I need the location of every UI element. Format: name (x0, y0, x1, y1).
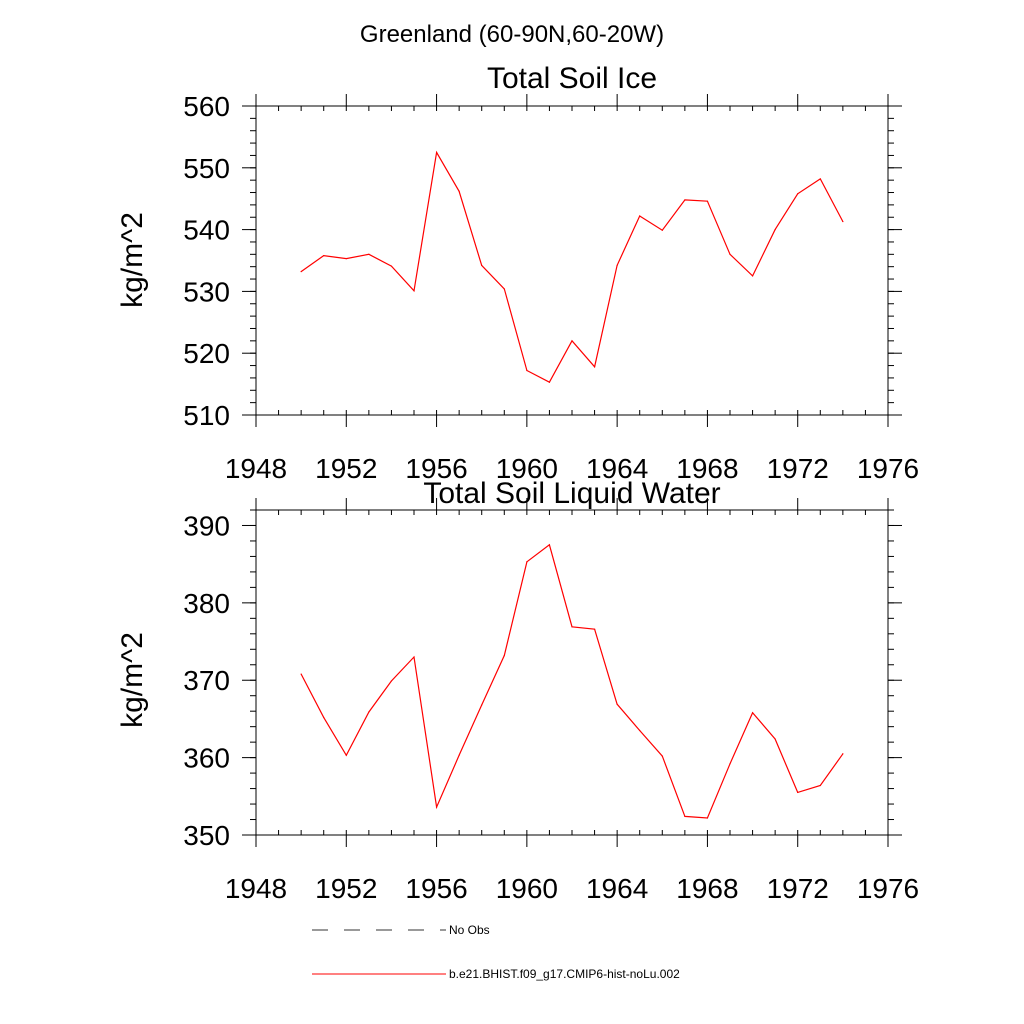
y-tick-label: 390 (183, 510, 230, 541)
data-point (684, 815, 686, 818)
data-point (571, 626, 573, 628)
data-point (819, 178, 821, 180)
data-point (639, 215, 641, 217)
data-point (571, 340, 573, 342)
data-point (639, 729, 641, 732)
data-point (323, 254, 325, 257)
y-tick-label: 530 (183, 276, 230, 307)
plot-title: Total Soil Liquid Water (423, 477, 720, 510)
data-point (390, 680, 393, 682)
data-point (458, 754, 460, 756)
data-point (413, 290, 415, 292)
data-point (751, 712, 754, 714)
data-point (593, 628, 596, 630)
y-tick-label: 350 (183, 820, 230, 851)
y-tick-label: 560 (183, 91, 230, 122)
plot-frame (255, 509, 889, 836)
data-point (526, 369, 528, 372)
data-point (368, 711, 370, 713)
soil-liquid-water-panel: Total Soil Liquid Water kg/m^2 1948 1952 195… (116, 477, 919, 904)
data-point (481, 264, 483, 267)
data-point (729, 763, 731, 765)
y-tick-label: 540 (183, 215, 230, 246)
data-point (300, 673, 302, 675)
data-point (368, 253, 370, 255)
x-tick-label: 1964 (586, 873, 648, 904)
data-point (751, 275, 754, 277)
data-point (616, 264, 618, 267)
data-point (345, 754, 347, 756)
legend: No Obs b.e21.BHIST.f09_g17.CMIP6-hist-no… (312, 923, 680, 981)
data-point (503, 288, 505, 290)
soil-ice-panel: Total Soil Ice kg/m^2 1948 1952 1956 1960 1964… (116, 62, 919, 484)
data-point (616, 703, 618, 705)
x-tick-label: 1968 (676, 453, 738, 484)
x-tick-label: 1948 (225, 453, 287, 484)
x-tick-label: 1976 (857, 453, 919, 484)
data-point (413, 656, 415, 658)
data-point (661, 755, 663, 757)
y-tick-label: 550 (183, 153, 230, 184)
x-tick-label: 1952 (315, 873, 377, 904)
data-point (774, 738, 776, 740)
data-point (435, 151, 438, 153)
plot-frame (255, 105, 889, 416)
data-point (435, 806, 438, 808)
x-tick-label: 1956 (405, 873, 467, 904)
data-point (526, 561, 528, 563)
x-tick-label: 1972 (767, 873, 829, 904)
data-point (729, 253, 731, 255)
data-point (593, 366, 596, 368)
data-point (503, 654, 505, 657)
y-axis-title: kg/m^2 (116, 212, 149, 308)
legend-label-run: b.e21.BHIST.f09_g17.CMIP6-hist-noLu.002 (449, 967, 680, 981)
data-point (842, 753, 844, 755)
data-point (458, 190, 460, 192)
x-tick-label: 1976 (857, 873, 919, 904)
y-tick-label: 520 (183, 338, 230, 369)
data-point (323, 716, 325, 718)
data-point (300, 271, 302, 273)
figure-title: Greenland (60-90N,60-20W) (360, 21, 664, 48)
x-tick-label: 1952 (315, 453, 377, 484)
data-point (774, 229, 776, 231)
x-tick-label: 1964 (586, 453, 648, 484)
data-point (797, 791, 799, 794)
data-point (819, 784, 821, 787)
data-point (481, 704, 483, 706)
data-point (684, 199, 686, 201)
series-line (300, 543, 844, 819)
x-tick-label: 1960 (496, 873, 558, 904)
data-point (390, 265, 393, 267)
y-tick-label: 360 (183, 743, 230, 774)
data-point (706, 817, 709, 819)
series-line (300, 150, 844, 384)
data-point (706, 200, 709, 202)
plot-title: Total Soil Ice (487, 62, 657, 95)
data-point (842, 220, 844, 223)
data-point (548, 381, 551, 383)
data-point (661, 229, 663, 231)
x-tick-label: 1972 (767, 453, 829, 484)
y-axis-title: kg/m^2 (116, 632, 149, 728)
data-point (797, 193, 799, 195)
data-point (345, 258, 347, 260)
y-tick-label: 510 (183, 400, 230, 431)
y-tick-label: 380 (183, 588, 230, 619)
data-point (548, 544, 551, 546)
y-tick-label: 370 (183, 665, 230, 696)
x-tick-label: 1968 (676, 873, 738, 904)
x-tick-label: 1956 (405, 453, 467, 484)
legend-label-no-obs: No Obs (449, 923, 490, 937)
x-tick-label: 1948 (225, 873, 287, 904)
x-tick-label: 1960 (496, 453, 558, 484)
